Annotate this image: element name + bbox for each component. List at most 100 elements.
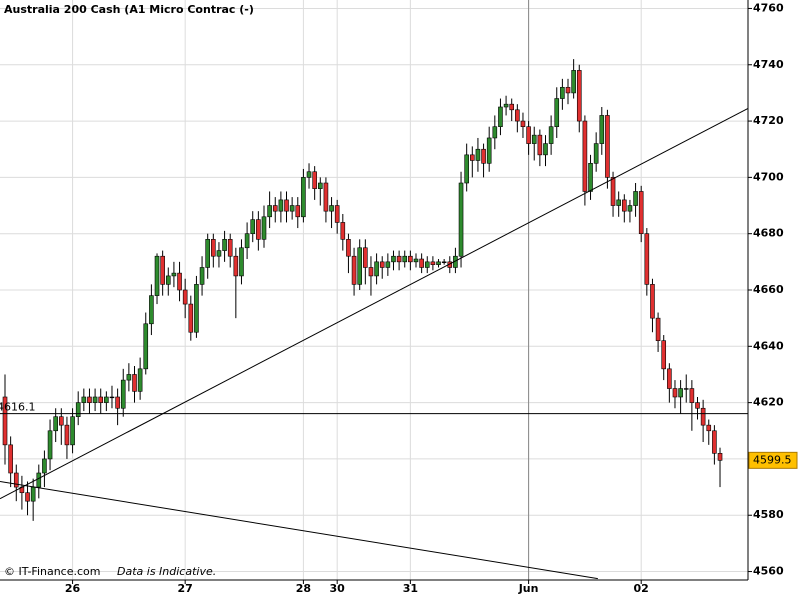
candle-body — [633, 191, 638, 206]
candle-body — [458, 182, 464, 257]
candle-body — [576, 70, 582, 122]
candle-body — [154, 255, 160, 296]
candle-body — [109, 396, 115, 399]
y-tick-label: 4700 — [753, 170, 784, 183]
candle-body — [227, 239, 233, 257]
candle-body — [267, 205, 272, 218]
candle-body — [402, 255, 408, 263]
candle-body — [695, 402, 700, 409]
axes: 4560458046004620464046604680470047204740… — [65, 1, 798, 595]
candle-body — [599, 115, 605, 144]
candle-body — [233, 255, 239, 277]
candle-body — [588, 163, 593, 192]
candle-body — [149, 295, 154, 325]
candle-body — [278, 199, 284, 212]
candle-body — [120, 379, 126, 409]
candle-body — [481, 148, 486, 164]
candle-body — [672, 388, 678, 398]
candle-body — [36, 472, 42, 488]
price-marker-label: 4599.5 — [753, 453, 792, 466]
candle-body — [295, 205, 301, 218]
candle-body — [13, 472, 19, 488]
candle-body — [160, 255, 165, 285]
candle-body — [537, 134, 543, 156]
y-tick-label: 4680 — [753, 227, 784, 240]
candle-body — [306, 171, 312, 178]
candle-body — [638, 191, 644, 234]
candle-body — [543, 143, 548, 156]
x-tick-label: 27 — [178, 582, 193, 595]
candle-body — [571, 70, 576, 94]
candle-body — [171, 272, 177, 277]
candle-body — [492, 126, 498, 139]
candle-body — [346, 239, 351, 257]
candle-body — [605, 115, 610, 178]
candle-body — [92, 396, 98, 403]
candle-body — [272, 205, 278, 212]
candle-body — [565, 86, 571, 94]
candle-body — [329, 205, 334, 212]
candle-body — [498, 106, 503, 127]
candle-body — [363, 247, 368, 268]
candle-body — [644, 233, 650, 285]
candle-body — [503, 103, 509, 108]
candle-body — [8, 444, 13, 474]
candle-body — [59, 416, 64, 426]
candle-body — [509, 103, 515, 111]
candle-body — [250, 219, 256, 234]
y-tick-label: 4620 — [753, 396, 784, 409]
candle-body — [661, 340, 667, 370]
candle-body — [137, 368, 143, 392]
candle-body — [30, 486, 36, 502]
candle-body — [284, 199, 289, 212]
candle-body — [469, 154, 475, 161]
candle-body — [143, 323, 149, 370]
trendline — [0, 107, 748, 500]
candle-body — [115, 396, 120, 409]
candle-body — [165, 275, 171, 285]
y-tick-label: 4660 — [753, 283, 784, 296]
plot-area: 4616.1 — [0, 0, 748, 580]
candle-body — [627, 205, 633, 212]
y-tick-label: 4560 — [753, 565, 784, 578]
x-tick-label: Jun — [518, 582, 539, 595]
candle-body — [526, 126, 531, 144]
price-marker-box — [748, 451, 798, 469]
candle-body — [334, 205, 340, 223]
x-tick-label: 28 — [296, 582, 311, 595]
candle-body — [312, 171, 317, 189]
y-tick-label: 4760 — [753, 1, 784, 14]
candle-body — [520, 120, 526, 127]
candle-body — [464, 154, 469, 184]
candle-body — [2, 396, 8, 446]
candle-body — [222, 239, 227, 251]
candle-body — [706, 424, 712, 432]
y-tick-label: 4720 — [753, 114, 784, 127]
candle-body — [678, 388, 683, 398]
candle-body — [188, 303, 194, 333]
candle-body — [104, 396, 109, 403]
candle-body — [430, 261, 436, 265]
x-tick-label: 26 — [65, 582, 81, 595]
candle-body — [616, 199, 621, 206]
candle-body — [379, 261, 385, 268]
candle-body — [75, 402, 81, 417]
candle-body — [87, 396, 92, 403]
candle-body — [256, 219, 261, 240]
candle-body — [70, 416, 75, 446]
candle-body — [81, 396, 87, 403]
candle-body — [289, 205, 295, 212]
candle-body — [351, 255, 357, 285]
candle-body — [177, 272, 182, 291]
candle-body — [317, 182, 323, 189]
candle-body — [261, 216, 267, 240]
x-tick-label: 02 — [634, 582, 649, 595]
y-tick-label: 4740 — [753, 58, 784, 71]
candle-body — [419, 258, 424, 268]
candle-body — [194, 284, 199, 333]
candle-body — [683, 388, 689, 390]
horizontal-line-label: 4616.1 — [0, 401, 36, 414]
candle-body — [712, 430, 717, 454]
candle-body — [531, 134, 537, 144]
